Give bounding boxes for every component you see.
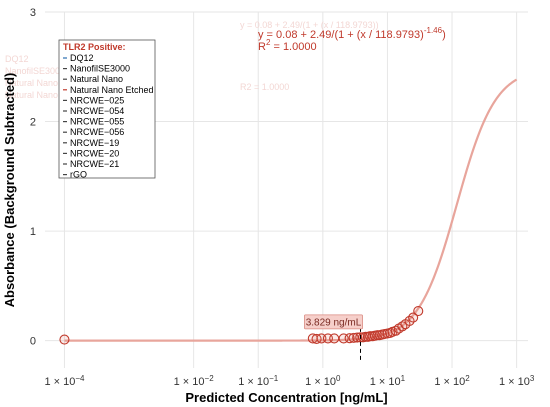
data-points xyxy=(59,305,424,345)
legend-item-4: NRCWE−025 xyxy=(70,95,124,105)
y-tick-label-2: 2 xyxy=(30,117,36,129)
legend-box xyxy=(58,39,156,179)
x-tick-label-6: 1 × 103 xyxy=(499,374,535,388)
marker-label: 3.829 ng/mL xyxy=(306,317,362,328)
legend: TLR2 Positive: DQ12NanofilSE3000Natural … xyxy=(58,39,156,180)
ghost-annotations: y = 0.08 + 2.49/(1 + (x / 118.9793)) R2 =… xyxy=(5,20,379,100)
legend-item-5: NRCWE−054 xyxy=(70,106,124,116)
ghost-equation: y = 0.08 + 2.49/(1 + (x / 118.9793)) xyxy=(240,20,379,30)
x-tick-label-1: 1 × 10−2 xyxy=(174,374,215,388)
grid xyxy=(45,11,528,368)
legend-item-0: DQ12 xyxy=(70,53,94,63)
ghost-legend-2: Natural Nano xyxy=(5,78,58,88)
fit-equation: y = 0.08 + 2.49/(1 + (x / 118.9793)-1.46… xyxy=(258,26,446,53)
x-axis-title: Predicted Concentration [ng/mL] xyxy=(185,390,387,405)
y-tick-label-0: 0 xyxy=(30,336,36,348)
legend-item-3: Natural Nano Etched xyxy=(70,85,154,95)
data-point-0 xyxy=(59,334,70,345)
y-axis-title: Absorbance (Background Subtracted) xyxy=(2,73,17,308)
legend-item-2: Natural Nano xyxy=(70,74,123,84)
ghost-legend-3: Natural Nano Etched xyxy=(5,90,89,100)
y-tick-label-3: 3 xyxy=(30,7,36,19)
legend-item-10: NRCWE−21 xyxy=(70,159,119,169)
marker-label-box xyxy=(304,314,363,330)
ghost-legend-0: DQ12 xyxy=(5,54,29,64)
x-tick-label-5: 1 × 102 xyxy=(434,374,470,388)
data-point-30 xyxy=(413,305,424,317)
y-tick-labels: 0 1 2 3 xyxy=(30,7,36,348)
legend-item-8: NRCWE−19 xyxy=(70,138,119,148)
r-squared-line: R2 = 1.0000 xyxy=(258,38,317,53)
y-tick-label-1: 1 xyxy=(30,226,36,238)
x-tick-label-4: 1 × 101 xyxy=(370,374,406,388)
equation-line: y = 0.08 + 2.49/(1 + (x / 118.9793)-1.46… xyxy=(258,26,446,41)
fit-curve-group xyxy=(64,78,518,342)
legend-item-7: NRCWE−056 xyxy=(70,127,124,137)
legend-item-9: NRCWE−20 xyxy=(70,148,119,158)
x-tick-label-0: 1 × 10−4 xyxy=(44,374,85,388)
x-tick-label-3: 1 × 100 xyxy=(305,374,341,388)
legend-item-11: rGO xyxy=(70,170,87,180)
ghost-legend-1: NanofilSE3000 xyxy=(5,66,65,76)
data-point-5 xyxy=(329,333,340,344)
legend-title: TLR2 Positive: xyxy=(63,42,126,52)
x-tick-labels: 1 × 10−4 1 × 10−2 1 × 10−1 1 × 100 1 × 101 1 … xyxy=(44,374,534,388)
x-tick-label-2: 1 × 10−1 xyxy=(238,374,279,388)
concentration-marker: 3.829 ng/mL xyxy=(304,314,363,363)
legend-item-1: NanofilSE3000 xyxy=(70,64,130,74)
legend-item-6: NRCWE−055 xyxy=(70,117,124,127)
data-point-29 xyxy=(408,312,419,323)
fit-curve xyxy=(64,78,518,342)
ghost-r-squared: R2 = 1.0000 xyxy=(240,82,289,92)
